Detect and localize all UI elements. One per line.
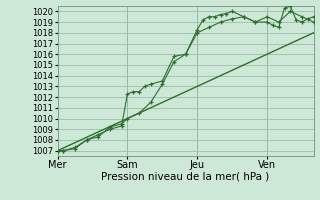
X-axis label: Pression niveau de la mer( hPa ): Pression niveau de la mer( hPa )	[101, 172, 270, 182]
